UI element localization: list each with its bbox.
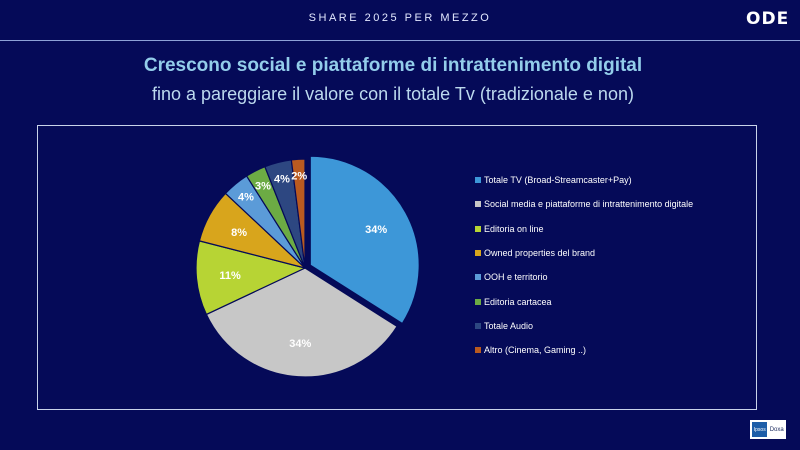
legend-item: OOH e territorio: [475, 265, 693, 289]
pie-chart: 34%34%11%8%4%3%4% 2%: [195, 155, 420, 378]
legend-item: Editoria on line: [475, 217, 693, 241]
legend-label: Totale Audio: [484, 320, 534, 331]
legend-label: OOH e territorio: [484, 272, 548, 283]
header-bar: SHARE 2025 PER MEZZO ODE: [0, 0, 800, 41]
legend-swatch: [475, 225, 481, 232]
slice-value-label: 8%: [231, 227, 247, 239]
legend-label: Editoria on line: [484, 223, 544, 234]
legend-swatch: [475, 177, 481, 184]
legend-item: Owned properties del brand: [475, 241, 693, 265]
legend-swatch: [475, 274, 481, 281]
section-title: SHARE 2025 PER MEZZO: [308, 12, 492, 24]
legend-label: Altro (Cinema, Gaming ..): [484, 345, 587, 356]
legend-label: Totale TV (Broad-Streamcaster+Pay): [484, 175, 632, 186]
legend-item: Editoria cartacea: [475, 289, 693, 313]
ipsos-logo-text: Ipsos: [752, 422, 768, 437]
pie-slice: [309, 155, 420, 325]
slice-value-label: 34%: [289, 338, 311, 350]
pie-slice: [290, 158, 306, 269]
slice-value-label: 3%: [255, 180, 271, 192]
legend-item: Altro (Cinema, Gaming ..): [475, 338, 693, 362]
chart-legend: Totale TV (Broad-Streamcaster+Pay) Social…: [475, 168, 693, 362]
slice-value-label: 34%: [365, 224, 387, 236]
legend-swatch: [475, 298, 481, 305]
legend-label: Social media e piattaforme di intratteni…: [484, 199, 694, 210]
ode-logo: ODE: [746, 9, 790, 29]
slice-value-label: 4%: [238, 192, 254, 204]
doxa-logo-text: Doxa: [769, 426, 784, 433]
legend-swatch: [475, 201, 481, 208]
legend-item: Social media e piattaforme di intratteni…: [475, 192, 693, 216]
slide-headline: Crescono social e piattaforme di intratt…: [143, 55, 643, 76]
ipsos-doxa-logo: Ipsos Doxa: [750, 420, 786, 439]
legend-swatch: [475, 250, 481, 257]
legend-label: Editoria cartacea: [484, 296, 552, 307]
slice-value-label: 11%: [219, 270, 241, 282]
pie-slice: [195, 240, 307, 316]
slide-subheadline: fino a pareggiare il valore con il total…: [152, 84, 634, 104]
slice-value-label: 2%: [291, 171, 307, 183]
pie-slice: [205, 267, 398, 378]
legend-item: Totale TV (Broad-Streamcaster+Pay): [475, 168, 693, 192]
legend-label: Owned properties del brand: [484, 248, 596, 259]
legend-swatch: [475, 347, 481, 354]
slice-value-label: 4%: [274, 173, 290, 185]
chart-panel: 34% 34% 11% 8% 4% 3% 4% 2% Totale TV (Broad-Str…: [37, 125, 757, 410]
legend-item: Totale Audio: [475, 314, 693, 338]
legend-swatch: [475, 322, 481, 329]
